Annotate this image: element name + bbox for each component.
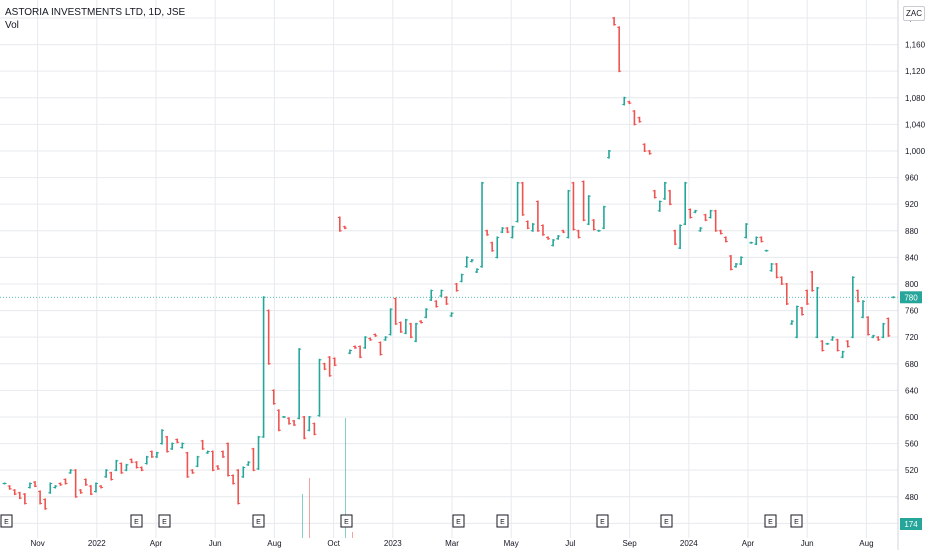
x-tick-label: 2024 xyxy=(680,539,698,548)
y-tick-label: 880 xyxy=(905,227,919,236)
earnings-marker xyxy=(790,514,803,528)
earnings-marker-label: E xyxy=(768,519,773,526)
earnings-marker xyxy=(452,514,465,528)
y-tick-label: 600 xyxy=(905,413,919,422)
earnings-marker-label: E xyxy=(162,519,167,526)
x-tick-label: 2022 xyxy=(88,539,106,548)
earnings-marker xyxy=(660,514,673,528)
volume-bar xyxy=(352,532,353,538)
x-tick-label: Aug xyxy=(267,539,281,548)
volume-bar xyxy=(309,478,310,538)
x-tick-label: Jun xyxy=(801,539,814,548)
earnings-marker-label: E xyxy=(794,519,799,526)
volume-bar xyxy=(345,418,346,538)
y-tick-label: 720 xyxy=(905,333,919,342)
y-tick-label: 1,160 xyxy=(905,41,926,50)
y-tick-label: 640 xyxy=(905,386,919,395)
y-tick-label: 1,040 xyxy=(905,120,926,129)
earnings-marker-label: E xyxy=(664,519,669,526)
earnings-marker-label: E xyxy=(134,519,139,526)
earnings-marker xyxy=(130,514,143,528)
volume-bar xyxy=(302,494,303,538)
x-tick-label: Jul xyxy=(565,539,575,548)
y-tick-label: 920 xyxy=(905,200,919,209)
y-tick-label: 840 xyxy=(905,253,919,262)
currency-button[interactable]: ZAC xyxy=(903,6,925,21)
chart-legend: ASTORIA INVESTMENTS LTD, 1D, JSE Vol xyxy=(5,6,185,32)
earnings-marker xyxy=(340,514,353,528)
y-tick-label: 1,120 xyxy=(905,67,926,76)
x-tick-label: Aug xyxy=(859,539,873,548)
earnings-marker-label: E xyxy=(600,519,605,526)
y-tick-label: 560 xyxy=(905,440,919,449)
x-tick-label: Nov xyxy=(30,539,44,548)
earnings-marker-label: E xyxy=(500,519,505,526)
last-volume-badge xyxy=(900,518,922,530)
symbol-title: ASTORIA INVESTMENTS LTD, 1D, JSE xyxy=(5,7,186,18)
y-tick-label: 680 xyxy=(905,360,919,369)
earnings-marker xyxy=(252,514,265,528)
last-price-value: 780 xyxy=(904,293,918,302)
y-tick-label: 520 xyxy=(905,466,919,475)
earnings-marker xyxy=(158,514,171,528)
earnings-marker xyxy=(596,514,609,528)
earnings-marker xyxy=(764,514,777,528)
y-tick-label: 1,000 xyxy=(905,147,926,156)
volume-label: Vol xyxy=(5,20,19,31)
y-tick-label: 1,080 xyxy=(905,94,926,103)
earnings-marker xyxy=(0,514,13,528)
x-tick-label: Apr xyxy=(742,539,755,548)
x-tick-label: Apr xyxy=(150,539,163,548)
x-tick-label: 2023 xyxy=(384,539,402,548)
x-tick-label: Sep xyxy=(622,539,637,548)
last-price-badge xyxy=(900,291,922,304)
x-tick-label: Oct xyxy=(327,539,340,548)
x-tick-label: May xyxy=(504,539,519,548)
last-volume-value: 174 xyxy=(904,520,918,529)
y-tick-label: 760 xyxy=(905,307,919,316)
earnings-marker-label: E xyxy=(456,519,461,526)
y-tick-label: 480 xyxy=(905,493,919,502)
y-tick-label: 960 xyxy=(905,174,919,183)
earnings-marker-label: E xyxy=(4,519,9,526)
earnings-marker xyxy=(496,514,509,528)
x-tick-label: Mar xyxy=(445,539,459,548)
earnings-marker-label: E xyxy=(256,519,261,526)
x-tick-label: Jun xyxy=(209,539,222,548)
y-tick-label: 800 xyxy=(905,280,919,289)
earnings-marker-label: E xyxy=(344,519,349,526)
